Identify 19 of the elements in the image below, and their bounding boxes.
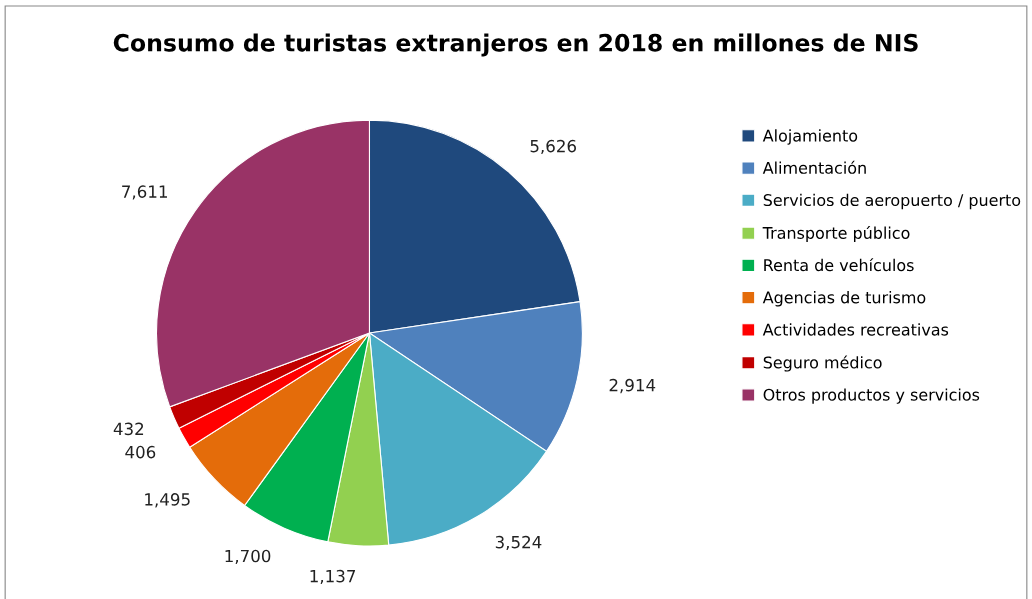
legend-label: Actividades recreativas	[762, 323, 949, 336]
data-label: 3,524	[495, 535, 542, 551]
legend-label: Servicios de aeropuerto / puerto	[763, 193, 1021, 210]
legend-label: Transporte público	[762, 225, 910, 243]
data-label: 1,495	[145, 493, 190, 508]
legend-label: Alojamiento	[762, 129, 858, 145]
data-label: 7,611	[122, 185, 167, 200]
data-label: 1,137	[310, 569, 356, 585]
legend-label: Agencias de turismo	[762, 291, 926, 307]
data-label: 432	[113, 422, 144, 436]
legend-label: Alimentación	[762, 160, 866, 174]
legend-label: Renta de vehículos	[764, 258, 914, 272]
data-label: 5,626	[530, 139, 576, 155]
chart-title: Consumo de turistas extranjeros en 2018 en millones de NIS	[113, 33, 918, 57]
data-label: 1,700	[225, 549, 271, 564]
data-label: 406	[125, 445, 156, 459]
legend-label: Otros productos y servicios	[763, 388, 980, 404]
legend-label: Seguro médico	[763, 355, 882, 372]
data-label: 2,914	[609, 378, 656, 394]
